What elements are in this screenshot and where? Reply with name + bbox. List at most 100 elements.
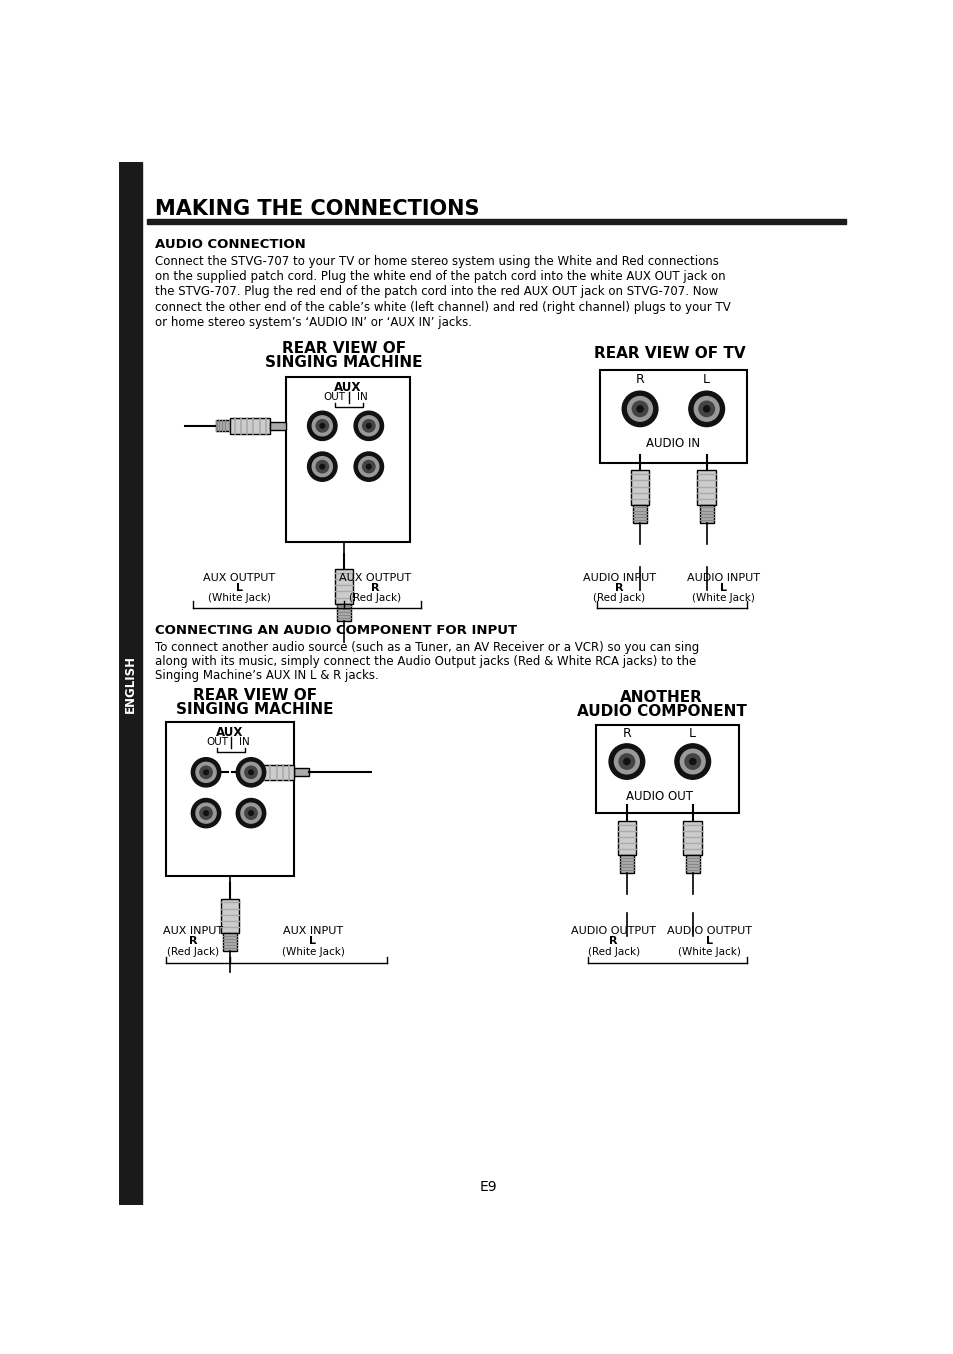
Bar [617, 821, 636, 856]
Text: CONNECTING AN AUDIO COMPONENT FOR INPUT: CONNECTING AN AUDIO COMPONENT FOR INPUT [154, 624, 517, 638]
Text: along with its music, simply connect the Audio Output jacks (Red & White RCA jac: along with its music, simply connect the… [154, 655, 696, 668]
Text: Connect the STVG-707 to your TV or home stereo system using the White and Red co: Connect the STVG-707 to your TV or home … [154, 255, 718, 268]
Circle shape [192, 758, 220, 787]
Text: L: L [688, 727, 696, 741]
Circle shape [312, 456, 332, 477]
Bar [223, 933, 236, 951]
Bar [239, 766, 253, 777]
Text: AUDIO INPUT: AUDIO INPUT [582, 573, 655, 584]
Circle shape [608, 743, 644, 780]
Circle shape [632, 401, 647, 417]
Text: AUDIO OUTPUT: AUDIO OUTPUT [571, 926, 656, 936]
Text: AUDIO CONNECTION: AUDIO CONNECTION [154, 238, 305, 252]
Circle shape [204, 770, 208, 774]
Circle shape [241, 803, 261, 823]
Bar [682, 821, 701, 856]
Text: SINGING MACHINE: SINGING MACHINE [176, 701, 334, 716]
Text: L: L [702, 374, 709, 386]
Circle shape [315, 420, 328, 432]
Circle shape [366, 464, 371, 468]
Text: AUDIO OUTPUT: AUDIO OUTPUT [666, 926, 752, 936]
Text: L: L [345, 421, 352, 431]
Text: (White Jack): (White Jack) [692, 593, 755, 603]
Bar [270, 422, 286, 429]
Text: R: R [615, 584, 622, 593]
Text: R: R [344, 462, 353, 471]
Circle shape [315, 460, 328, 473]
Text: R: R [609, 936, 618, 946]
Text: AUX: AUX [334, 380, 361, 394]
Circle shape [307, 452, 336, 481]
Circle shape [694, 397, 719, 421]
Bar [596, 724, 739, 814]
Text: (Red Jack): (Red Jack) [349, 593, 400, 603]
Text: R: R [635, 374, 643, 386]
Text: AUDIO IN: AUDIO IN [645, 437, 700, 450]
Text: AUX OUTPUT: AUX OUTPUT [338, 573, 411, 584]
Circle shape [319, 464, 324, 468]
Circle shape [362, 460, 375, 473]
Text: L: L [228, 768, 233, 777]
Circle shape [703, 406, 709, 412]
Text: L: L [309, 936, 316, 946]
Text: or home stereo system’s ‘AUDIO IN’ or ‘AUX IN’ jacks.: or home stereo system’s ‘AUDIO IN’ or ‘A… [154, 315, 472, 329]
Circle shape [199, 807, 212, 819]
Circle shape [354, 452, 383, 481]
Circle shape [618, 754, 634, 769]
Bar [619, 856, 633, 873]
Circle shape [195, 803, 216, 823]
Text: MAKING THE CONNECTIONS: MAKING THE CONNECTIONS [154, 199, 479, 219]
Text: (Red Jack): (Red Jack) [587, 946, 639, 957]
Circle shape [679, 749, 704, 774]
Circle shape [358, 416, 378, 436]
Circle shape [307, 412, 336, 440]
Bar [166, 722, 294, 876]
Bar [685, 856, 699, 873]
Text: R: R [227, 808, 234, 818]
Bar [335, 569, 353, 604]
Text: L: L [705, 936, 713, 946]
Text: OUT: OUT [323, 393, 345, 402]
Text: (White Jack): (White Jack) [281, 946, 344, 957]
Circle shape [627, 397, 652, 421]
Text: Singing Machine’s AUX IN L & R jacks.: Singing Machine’s AUX IN L & R jacks. [154, 669, 378, 682]
Text: L: L [720, 584, 726, 593]
Circle shape [249, 770, 253, 774]
Circle shape [192, 799, 220, 827]
Bar [119, 162, 142, 1205]
Bar [699, 505, 713, 523]
Text: R: R [622, 727, 631, 741]
Circle shape [312, 416, 332, 436]
Text: (Red Jack): (Red Jack) [593, 593, 644, 603]
Text: To connect another audio source (such as a Tuner, an AV Receiver or a VCR) so yo: To connect another audio source (such as… [154, 640, 699, 654]
Text: ENGLISH: ENGLISH [124, 655, 137, 712]
Circle shape [236, 758, 266, 787]
Text: E9: E9 [479, 1179, 497, 1194]
Text: AUX OUTPUT: AUX OUTPUT [203, 573, 275, 584]
Circle shape [199, 766, 212, 779]
Circle shape [358, 456, 378, 477]
Bar [697, 470, 716, 505]
Text: L: L [235, 584, 243, 593]
Bar [294, 769, 309, 776]
Circle shape [245, 766, 257, 779]
Circle shape [241, 762, 261, 783]
Circle shape [684, 754, 700, 769]
Circle shape [621, 391, 658, 427]
Text: IN: IN [356, 393, 368, 402]
Circle shape [249, 811, 253, 815]
Bar [147, 219, 845, 223]
Bar [216, 421, 230, 431]
Text: (White Jack): (White Jack) [678, 946, 740, 957]
Text: REAR VIEW OF TV: REAR VIEW OF TV [593, 345, 744, 362]
Circle shape [362, 420, 375, 432]
Bar [599, 371, 746, 463]
Circle shape [614, 749, 639, 774]
Circle shape [366, 424, 371, 428]
Text: on the supplied patch cord. Plug the white end of the patch cord into the white : on the supplied patch cord. Plug the whi… [154, 269, 725, 283]
Text: AUDIO COMPONENT: AUDIO COMPONENT [577, 704, 746, 719]
Circle shape [637, 406, 642, 412]
Circle shape [245, 807, 257, 819]
Circle shape [688, 391, 723, 427]
Bar [220, 899, 239, 933]
